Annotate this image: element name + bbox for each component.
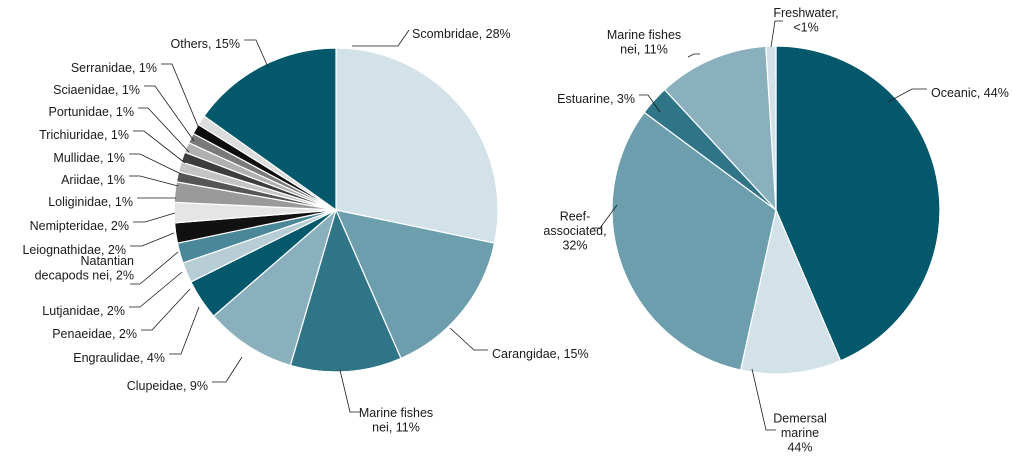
leader-line [130, 232, 175, 247]
slice-label-marine-fishes-nei-11: Marine fishes nei, 11% [359, 406, 433, 435]
leader-line [244, 39, 269, 68]
slice-label-trichiuridae-1: Trichiuridae, 1% [39, 128, 129, 142]
leader-line [129, 153, 182, 175]
leader-line [352, 29, 410, 47]
slice-label-scombridae-28: Scombridae, 28% [412, 27, 511, 41]
slice-label-lutjanidae-2: Lutjanidae, 2% [42, 304, 125, 318]
slice-label-marine-fishes-nei-11: Marine fishes nei, 11% [607, 28, 681, 57]
leader-line [129, 271, 183, 308]
slice-label-penaeidae-2: Penaeidae, 2% [52, 327, 137, 341]
slice-label-clupeidae-9: Clupeidae, 9% [127, 379, 208, 393]
slice-label-reef-associated-32: Reef-associated, 32% [543, 210, 606, 253]
leader-line [887, 88, 927, 103]
leader-line [141, 288, 191, 331]
slice-label-serranidae-1: Serranidae, 1% [71, 61, 157, 75]
leader-line [592, 204, 618, 229]
slice-label-ariidae-1: Ariidae, 1% [61, 173, 125, 187]
leader-line [212, 356, 243, 383]
slice-label-carangidae-15: Carangidae, 15% [492, 347, 589, 361]
slice-label-estuarine-3: Estuarine, 3% [557, 92, 635, 106]
slice-label-others-15: Others, 15% [171, 37, 240, 51]
leader-line [687, 53, 700, 58]
leader-line [169, 306, 200, 355]
pie-slice-scombridae-28 [335, 47, 499, 244]
leader-line [770, 20, 783, 48]
pie-chart-families: Scombridae, 28% Carangidae, 15% Marine fis… [22, 27, 588, 434]
leader-line [130, 251, 179, 285]
slice-label-loliginidae-1: Loliginidae, 1% [48, 195, 133, 209]
slice-label-sciaenidae-1: Sciaenidae, 1% [53, 83, 140, 97]
slice-label-freshwater-1: Freshwater, <1% [773, 6, 838, 35]
slice-label-engraulidae-4: Engraulidae, 4% [73, 351, 165, 365]
slice-label-oceanic-44: Oceanic, 44% [931, 86, 1009, 100]
leader-line [133, 130, 186, 164]
leader-line [138, 107, 190, 153]
leader-line [449, 327, 488, 351]
leader-line [133, 212, 176, 223]
pie-outline [611, 45, 941, 375]
leader-line [144, 85, 195, 142]
leader-line [639, 94, 661, 113]
leader-line [339, 369, 360, 413]
slice-label-mullidae-1: Mullidae, 1% [53, 151, 125, 165]
slice-label-natantian-decapods-nei-2: Natantian decapods nei, 2% [35, 254, 134, 283]
slice-label-nemipteridae-2: Nemipteridae, 2% [30, 219, 129, 233]
leader-line [751, 368, 776, 431]
slice-label-demersal-marine-44: Demersal marine 44% [773, 412, 827, 455]
slice-label-leiognathidae-2: Leiognathidae, 2% [22, 243, 126, 257]
pie-chart-habitat: Oceanic, 44% Demersal marine 44% Reef-associ… [543, 6, 1008, 455]
leader-line [129, 175, 179, 187]
slice-label-portunidae-1: Portunidae, 1% [49, 105, 134, 119]
leader-line [161, 63, 201, 132]
pie-outline [173, 47, 499, 373]
